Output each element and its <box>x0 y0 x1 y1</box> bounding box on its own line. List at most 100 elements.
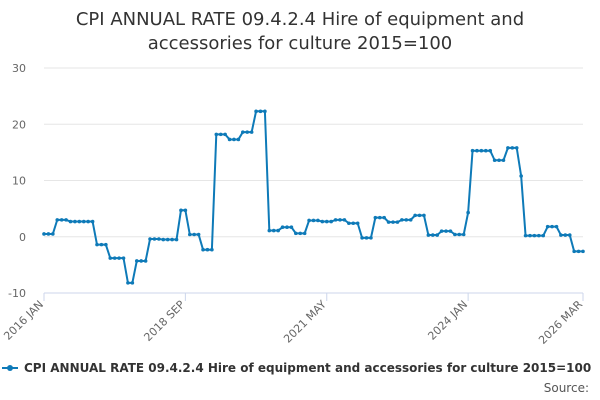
data-point[interactable] <box>245 130 250 134</box>
data-point[interactable] <box>157 237 161 241</box>
data-point[interactable] <box>130 281 135 285</box>
data-point[interactable] <box>519 174 523 178</box>
data-point[interactable] <box>95 242 99 247</box>
data-point[interactable] <box>302 231 307 236</box>
data-point[interactable] <box>541 233 546 238</box>
data-point[interactable] <box>249 130 254 134</box>
data-point[interactable] <box>545 224 550 229</box>
data-point[interactable] <box>267 228 272 233</box>
data-point[interactable] <box>179 208 183 213</box>
data-point[interactable] <box>338 218 342 222</box>
data-point[interactable] <box>294 231 298 236</box>
data-point[interactable] <box>143 259 148 263</box>
data-point[interactable] <box>223 132 227 137</box>
data-point[interactable] <box>377 215 382 220</box>
data-point[interactable] <box>104 242 108 247</box>
data-point[interactable] <box>148 237 152 241</box>
data-point[interactable] <box>479 148 484 153</box>
data-point[interactable] <box>528 233 532 238</box>
data-point[interactable] <box>311 218 316 223</box>
data-point[interactable] <box>404 218 409 222</box>
data-point[interactable] <box>563 233 568 237</box>
data-point[interactable] <box>254 109 258 114</box>
data-point[interactable] <box>369 236 373 240</box>
data-point[interactable] <box>329 219 333 224</box>
data-point[interactable] <box>280 225 285 229</box>
data-point[interactable] <box>324 219 329 224</box>
data-point[interactable] <box>316 218 320 223</box>
data-point[interactable] <box>285 225 289 229</box>
data-point[interactable] <box>289 225 294 229</box>
data-point[interactable] <box>108 256 113 260</box>
data-point[interactable] <box>232 137 236 142</box>
data-point[interactable] <box>572 249 576 254</box>
data-point[interactable] <box>417 213 422 218</box>
data-point[interactable] <box>492 158 497 163</box>
data-point[interactable] <box>484 148 488 153</box>
data-point[interactable] <box>227 137 232 142</box>
data-point[interactable] <box>559 233 563 237</box>
data-point[interactable] <box>386 220 391 224</box>
data-point[interactable] <box>567 233 572 237</box>
data-point[interactable] <box>435 233 440 237</box>
data-point[interactable] <box>51 232 55 236</box>
data-point[interactable] <box>218 132 223 137</box>
data-point[interactable] <box>430 233 435 237</box>
data-point[interactable] <box>475 148 479 153</box>
data-point[interactable] <box>64 218 68 222</box>
data-point[interactable] <box>241 130 245 134</box>
data-point[interactable] <box>90 219 95 224</box>
data-point[interactable] <box>453 232 457 237</box>
data-point[interactable] <box>196 232 201 237</box>
data-point[interactable] <box>161 237 166 242</box>
data-point[interactable] <box>165 237 170 242</box>
data-point[interactable] <box>355 221 360 226</box>
data-point[interactable] <box>73 219 77 224</box>
data-point[interactable] <box>170 237 174 242</box>
data-point[interactable] <box>139 259 143 263</box>
data-point[interactable] <box>439 229 444 233</box>
data-point[interactable] <box>448 229 453 233</box>
data-point[interactable] <box>174 237 179 242</box>
data-point[interactable] <box>400 218 404 222</box>
data-point[interactable] <box>236 137 241 142</box>
data-point[interactable] <box>117 256 121 260</box>
data-point[interactable] <box>298 231 303 236</box>
data-point[interactable] <box>152 237 157 241</box>
data-point[interactable] <box>523 233 528 238</box>
data-point[interactable] <box>382 215 386 220</box>
data-point[interactable] <box>373 215 378 220</box>
data-point[interactable] <box>81 219 86 224</box>
data-point[interactable] <box>457 232 462 237</box>
data-point[interactable] <box>554 224 559 229</box>
data-point[interactable] <box>201 247 205 252</box>
data-point[interactable] <box>364 236 369 240</box>
data-point[interactable] <box>46 232 51 236</box>
data-point[interactable] <box>126 281 130 285</box>
data-point[interactable] <box>576 249 581 254</box>
data-point[interactable] <box>77 219 82 224</box>
data-point[interactable] <box>121 256 126 260</box>
data-point[interactable] <box>183 208 188 213</box>
data-point[interactable] <box>342 218 347 222</box>
data-point[interactable] <box>461 232 466 237</box>
data-point[interactable] <box>395 220 400 224</box>
data-point[interactable] <box>112 256 117 260</box>
data-point[interactable] <box>347 221 351 226</box>
data-point[interactable] <box>470 148 475 153</box>
data-point[interactable] <box>214 132 219 137</box>
data-point[interactable] <box>59 218 64 222</box>
data-point[interactable] <box>426 233 431 237</box>
data-point[interactable] <box>86 219 90 224</box>
data-point[interactable] <box>55 218 60 222</box>
data-point[interactable] <box>187 232 192 237</box>
data-point[interactable] <box>550 224 554 229</box>
data-point[interactable] <box>271 228 276 233</box>
data-point[interactable] <box>210 247 214 252</box>
legend-item[interactable]: CPI ANNUAL RATE 09.4.2.4 Hire of equipme… <box>0 361 591 375</box>
data-point[interactable] <box>333 218 338 222</box>
data-point[interactable] <box>351 221 356 226</box>
data-point[interactable] <box>263 109 267 114</box>
data-point[interactable] <box>205 247 210 252</box>
data-point[interactable] <box>581 249 585 254</box>
